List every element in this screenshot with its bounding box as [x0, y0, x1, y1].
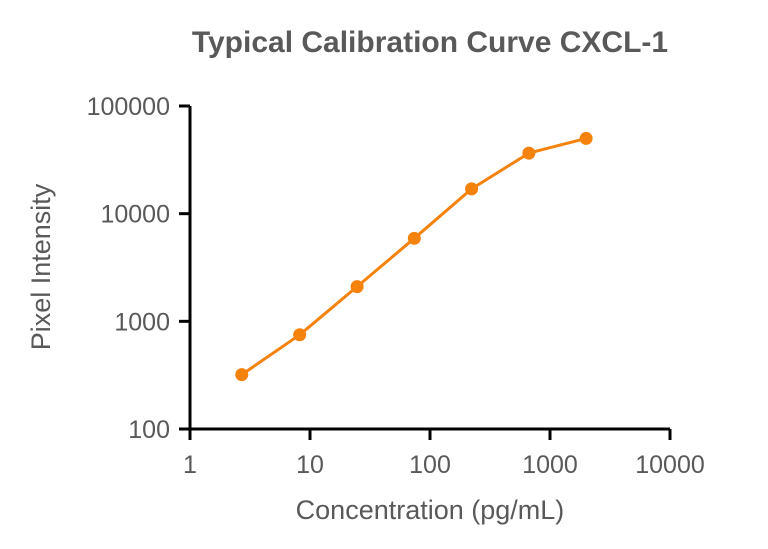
x-tick-label: 1 — [183, 451, 197, 479]
data-point — [293, 328, 307, 342]
y-tick-label: 10000 — [100, 201, 170, 229]
x-tick-label: 10000 — [635, 451, 705, 479]
data-point — [579, 131, 593, 145]
axes — [188, 106, 670, 431]
x-axis-label: Concentration (pg/mL) — [296, 495, 565, 525]
data-point — [350, 280, 364, 294]
data-point — [235, 368, 249, 382]
y-tick-label: 100000 — [87, 93, 170, 121]
x-tick-label: 10 — [296, 451, 324, 479]
data-point — [465, 182, 479, 196]
chart-title: Typical Calibration Curve CXCL-1 — [192, 26, 668, 59]
x-tick-label: 1000 — [522, 451, 578, 479]
y-tick-label: 1000 — [114, 308, 170, 336]
data-point — [522, 146, 536, 160]
x-tick-label: 100 — [409, 451, 451, 479]
y-axis-label: Pixel Intensity — [26, 183, 56, 350]
data-point — [407, 231, 421, 245]
series-line — [240, 136, 587, 376]
series-layer — [235, 131, 593, 382]
ticks: 1 10 100 1000 10000 100 1000 10000 100000 — [87, 93, 705, 479]
y-tick-label: 100 — [128, 416, 170, 444]
